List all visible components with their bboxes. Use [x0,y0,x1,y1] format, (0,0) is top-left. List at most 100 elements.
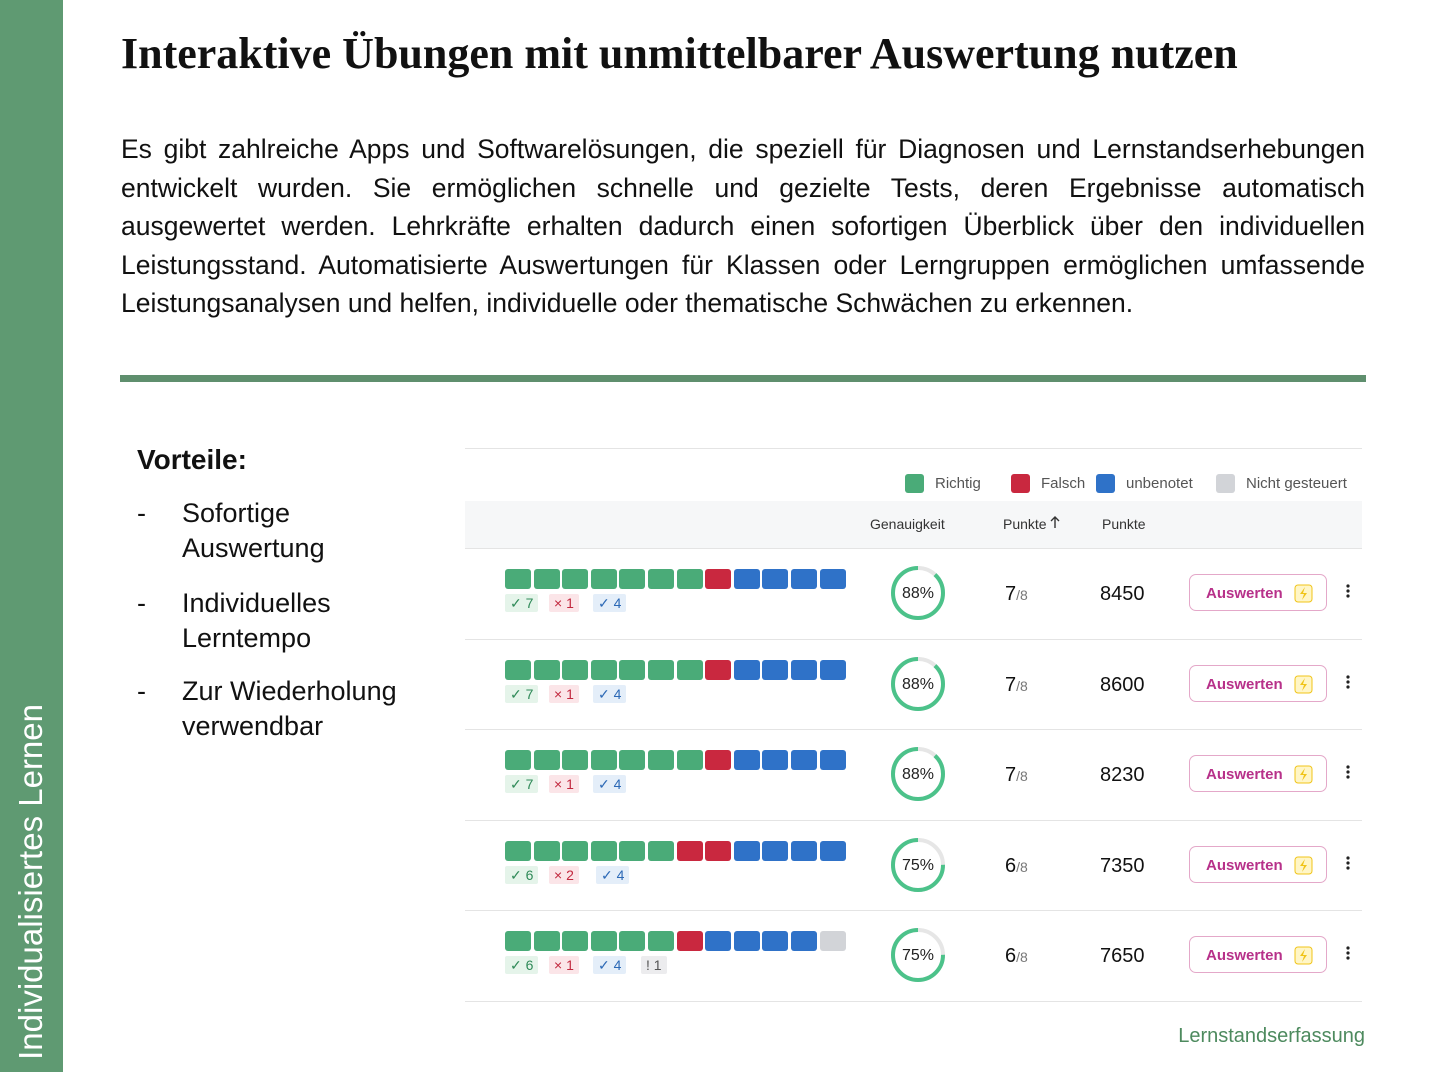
answer-square [648,659,674,680]
answer-square [533,569,560,589]
answer-square [676,750,703,770]
accuracy-label: 75% [901,947,935,964]
badge-symbol: ✓ [598,595,610,611]
badge-symbol: × [554,595,563,611]
badge-symbol: ✓ [601,866,613,883]
accuracy-ring [891,747,945,801]
badge-symbol: ✓ [598,776,610,792]
more-menu[interactable] [1346,674,1350,694]
evaluate-button[interactable]: Auswerten [1189,664,1327,702]
answer-square [505,840,531,861]
badge-count: 6 [525,957,534,973]
legend-item: unbenotet [1096,474,1193,493]
score-value: 7 [1005,764,1017,786]
answer-square [676,659,703,680]
answer-square [619,931,646,951]
title: Interaktive Übungen mit unmittelbarer Au… [121,29,1238,78]
answer-square [590,569,617,589]
count-badge: ✓ 4 [596,865,630,884]
count-badge: × 2 [549,865,579,884]
answer-square [505,750,531,770]
more-menu[interactable] [1346,584,1350,603]
badge-count: 4 [613,595,622,611]
badge-count: 4 [613,957,622,973]
points: 8230 [1100,764,1145,786]
answer-square [619,750,646,770]
advantage-item: Zur Wiederholung verwendbar [182,676,397,741]
answer-square [705,569,732,589]
answer-square [762,750,789,770]
more-menu[interactable] [1346,946,1350,965]
answer-square [705,840,732,861]
accuracy-ring [891,566,945,620]
answer-square [733,931,760,951]
legend-item: Falsch [1011,474,1085,493]
column-header: Punkte [1102,516,1146,532]
evaluate-button[interactable]: Auswerten [1189,845,1327,883]
answer-square [648,840,674,861]
divider [120,375,1366,382]
answer-square [590,931,617,951]
answer-square [762,931,789,951]
evaluate-button[interactable]: Auswerten [1189,755,1327,792]
badge-symbol: ✓ [510,685,522,702]
answer-square [791,931,817,951]
badge-count: 7 [525,685,534,702]
answer-square [733,569,760,589]
answer-square [791,659,817,680]
evaluate-button[interactable]: Auswerten [1189,574,1327,611]
table-row: ✓ 7 × 1 ✓ 4 88% 7/8 8230 Auswerten [465,729,1362,820]
badge-symbol: × [554,957,563,973]
answer-square [819,659,846,680]
accuracy-ring [891,837,945,892]
badge-symbol: ✓ [598,685,610,702]
badge-count: 7 [525,776,534,792]
score-max: /8 [1016,677,1028,694]
advantages-heading: Vorteile: [137,444,247,475]
score: 7/8 [1005,583,1028,606]
score-max: /8 [1016,768,1028,784]
badge-count: 7 [525,595,534,611]
score-max: /8 [1016,587,1028,603]
legend-label: Nicht gesteuert [1246,475,1347,492]
accuracy-label: 75% [901,856,935,874]
kebab-icon [1346,674,1350,689]
button-label: Auswerten [1206,947,1283,964]
answer-square [762,569,789,589]
badge-count: 4 [613,685,622,702]
legend-label: unbenotet [1126,475,1193,492]
answer-square [762,840,789,861]
badge-symbol: ✓ [510,957,522,973]
ring-arc [891,928,945,982]
count-badge: ✓ 4 [593,956,627,974]
results-table: Richtig Falsch unbenotet Nicht gesteuert Ge… [465,448,1362,1002]
legend-swatch [1216,474,1235,493]
badge-count: 1 [566,776,574,792]
legend-label: Falsch [1041,475,1086,492]
count-badge: ! 1 [641,956,667,974]
lightning-icon [1294,584,1313,603]
points: 8600 [1100,673,1145,696]
more-menu[interactable] [1346,855,1350,875]
sort-icon [1050,516,1060,528]
answer-square [648,931,674,951]
answer-square [791,750,817,770]
badge-symbol: ! [646,957,650,973]
more-menu[interactable] [1346,765,1350,784]
answer-square [562,931,589,951]
answer-square [648,569,674,589]
evaluate-button[interactable]: Auswerten [1189,936,1327,973]
badge-symbol: ✓ [510,776,522,792]
badge-symbol: × [554,776,563,792]
answer-square [819,931,846,951]
count-badge: ✓ 4 [593,594,627,612]
answer-square [533,840,560,861]
score-max: /8 [1016,858,1028,875]
count-badge: × 1 [549,956,579,974]
answer-square [676,840,703,861]
button-label: Auswerten [1206,766,1283,783]
answer-square [533,750,560,770]
legend-item: Richtig [905,474,981,493]
count-badge: ✓ 6 [505,956,539,974]
score-value: 6 [1005,854,1017,877]
